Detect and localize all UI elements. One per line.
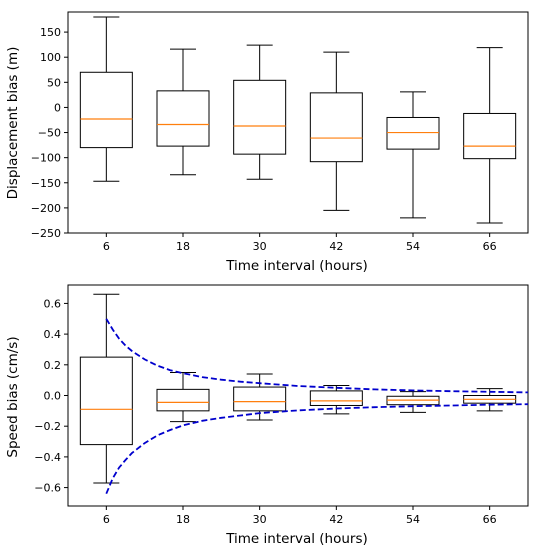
y-tick-label: 0.0 bbox=[44, 390, 62, 403]
displacement-bias-panel: Time interval (hours) Displacement bias … bbox=[5, 11, 529, 274]
y-tick-label: 0.2 bbox=[44, 359, 62, 372]
iqr-box bbox=[156, 388, 210, 412]
speed-xlabel: Time interval (hours) bbox=[225, 531, 368, 547]
box-42 bbox=[309, 51, 363, 211]
box-42 bbox=[309, 385, 363, 415]
y-tick-label: −0.2 bbox=[34, 420, 61, 433]
iqr-box bbox=[309, 92, 363, 163]
x-tick-label: 66 bbox=[483, 513, 497, 526]
iqr-box bbox=[309, 390, 363, 406]
displacement-xlabel: Time interval (hours) bbox=[225, 258, 368, 274]
x-tick-label: 6 bbox=[103, 513, 110, 526]
y-tick-label: −0.6 bbox=[34, 482, 61, 495]
plot-frame bbox=[67, 11, 529, 234]
x-tick-label: 42 bbox=[329, 513, 343, 526]
y-tick-label: −250 bbox=[31, 227, 61, 240]
iqr-box bbox=[79, 71, 133, 149]
box-30 bbox=[233, 44, 287, 180]
x-tick-label: 54 bbox=[406, 513, 420, 526]
iqr-box bbox=[156, 90, 210, 147]
speed-bias-panel: Time interval (hours) Speed bias (cm/s) … bbox=[5, 284, 529, 547]
y-tick-label: 150 bbox=[40, 26, 61, 39]
x-tick-label: 6 bbox=[103, 240, 110, 253]
y-tick-label: −0.4 bbox=[34, 451, 61, 464]
x-tick-label: 42 bbox=[329, 240, 343, 253]
y-tick-label: −100 bbox=[31, 152, 61, 165]
box-30 bbox=[233, 373, 287, 421]
box-18 bbox=[156, 371, 210, 423]
box-66 bbox=[463, 47, 517, 224]
x-tick-label: 18 bbox=[176, 240, 190, 253]
x-tick-label: 66 bbox=[483, 240, 497, 253]
y-tick-label: 0 bbox=[54, 101, 61, 114]
upper-envelope-line bbox=[105, 318, 529, 394]
displacement-ylabel: Displacement bias (m) bbox=[5, 47, 21, 200]
x-tick-label: 54 bbox=[406, 240, 420, 253]
x-tick-label: 18 bbox=[176, 513, 190, 526]
box-54 bbox=[386, 391, 440, 413]
y-tick-label: −200 bbox=[31, 202, 61, 215]
y-tick-label: 0.6 bbox=[44, 297, 62, 310]
y-tick-label: −150 bbox=[31, 177, 61, 190]
box-6 bbox=[79, 16, 133, 182]
box-18 bbox=[156, 48, 210, 176]
iqr-box bbox=[79, 356, 133, 446]
y-tick-label: 0.4 bbox=[44, 328, 62, 341]
box-6 bbox=[79, 293, 133, 484]
x-tick-label: 30 bbox=[253, 513, 267, 526]
iqr-box bbox=[463, 112, 517, 160]
lower-envelope-line bbox=[105, 403, 529, 495]
box-54 bbox=[386, 91, 440, 219]
x-tick-label: 30 bbox=[253, 240, 267, 253]
speed-ylabel: Speed bias (cm/s) bbox=[5, 336, 21, 457]
iqr-box bbox=[386, 116, 440, 150]
y-tick-label: 100 bbox=[40, 51, 61, 64]
iqr-box bbox=[233, 386, 287, 412]
y-tick-label: −50 bbox=[38, 127, 61, 140]
y-tick-label: 50 bbox=[47, 76, 61, 89]
iqr-box bbox=[233, 79, 287, 155]
plot-frame bbox=[67, 284, 529, 507]
